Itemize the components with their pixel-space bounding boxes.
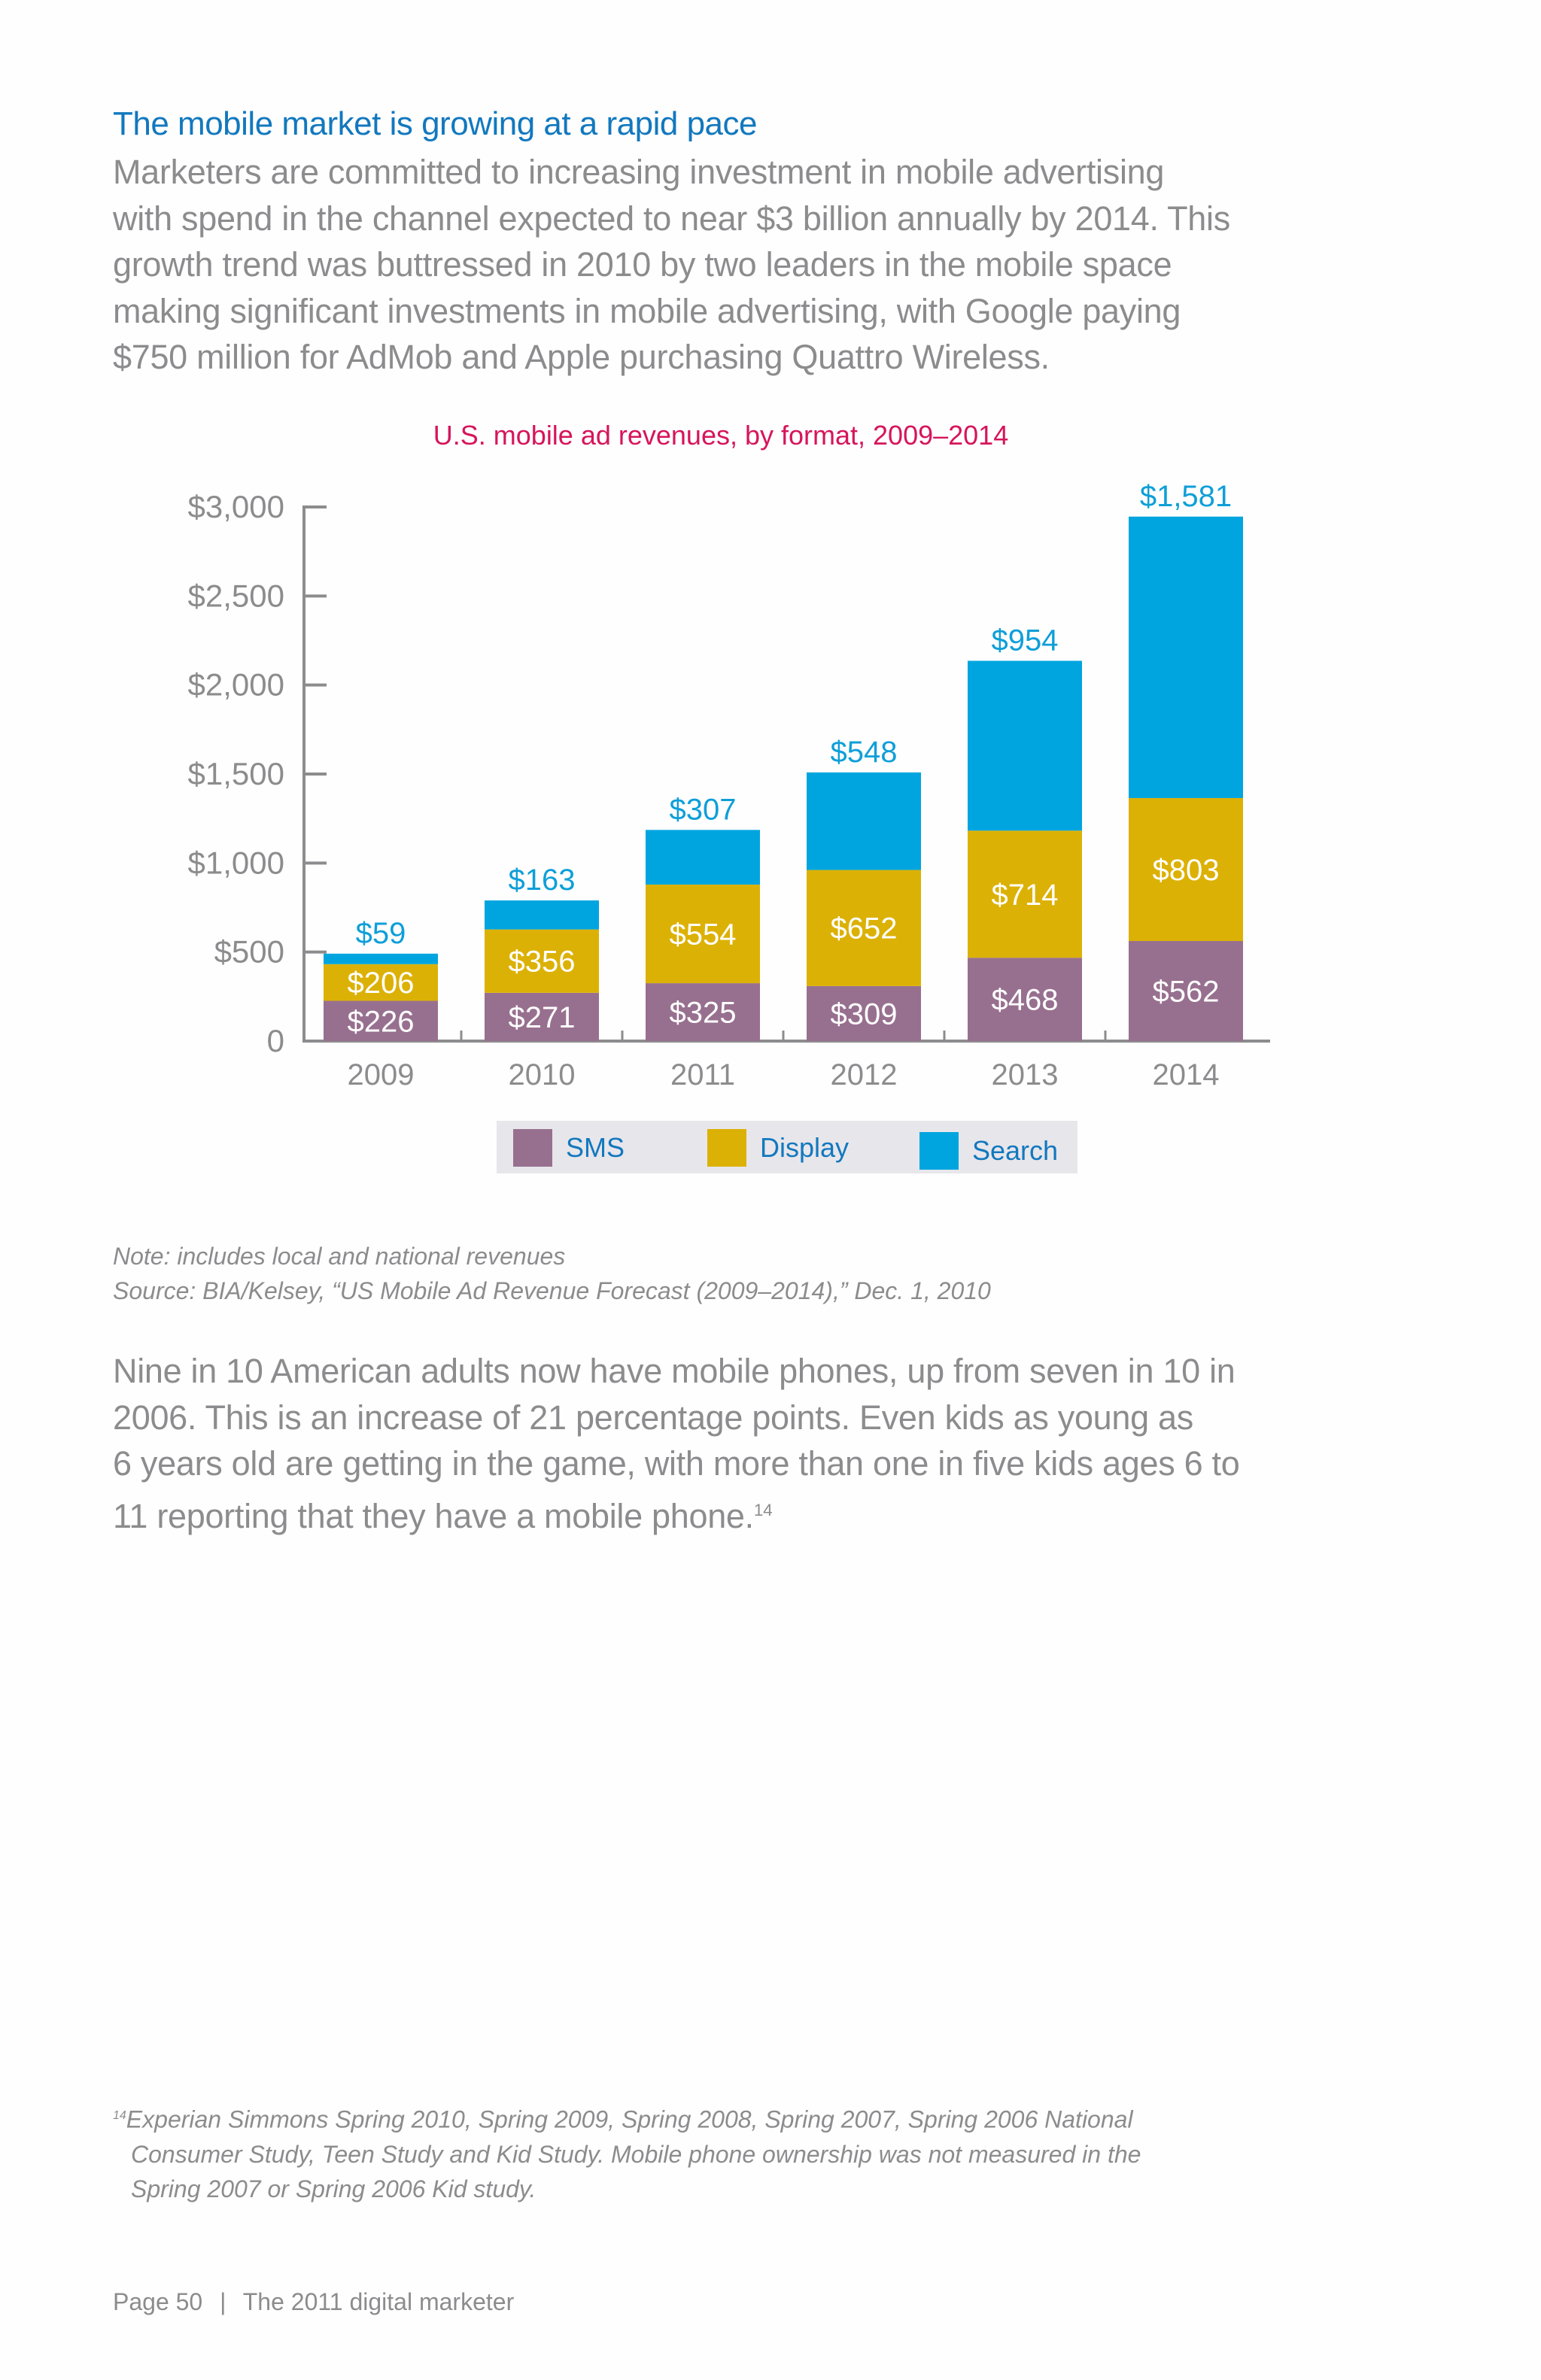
legend-swatch-display	[707, 1129, 746, 1167]
legend-swatch-sms	[513, 1129, 552, 1167]
body-paragraph: Nine in 10 American adults now have mobi…	[113, 1348, 1240, 1539]
body-line: 11 reporting that they have a mobile pho…	[113, 1496, 773, 1535]
x-tick-label: 2014	[1153, 1058, 1220, 1091]
y-tick-label: $2,500	[188, 578, 284, 613]
data-label-display: $356	[509, 946, 576, 979]
data-label-search: $163	[509, 864, 576, 897]
body-line: 2006. This is an increase of 21 percenta…	[113, 1398, 1193, 1437]
bar-segment-search	[968, 660, 1082, 831]
bar-segment-sms	[324, 1000, 438, 1041]
body-line: 6 years old are getting in the game, wit…	[113, 1444, 1240, 1483]
bar-segment-sms	[968, 958, 1082, 1041]
data-label-sms: $271	[509, 1001, 576, 1034]
x-tick-label: 2013	[992, 1058, 1059, 1091]
data-label-search: $59	[356, 917, 406, 950]
x-tick-label: 2011	[670, 1058, 735, 1091]
data-label-sms: $468	[992, 984, 1059, 1017]
bar-segment-search	[1129, 516, 1243, 798]
data-label-display: $803	[1153, 854, 1220, 887]
footnote-line: Experian Simmons Spring 2010, Spring 200…	[126, 2105, 1133, 2133]
y-tick-label: $1,500	[188, 756, 284, 791]
y-tick-label: $2,000	[188, 667, 284, 703]
data-label-sms: $562	[1153, 975, 1220, 1008]
footer-separator: |	[220, 2288, 226, 2315]
bar-segment-display	[485, 929, 599, 993]
footnote-reference: 14	[753, 1500, 773, 1519]
x-tick-label: 2010	[509, 1058, 576, 1091]
y-tick-label: 0	[267, 1023, 284, 1058]
bar-segment-sms	[807, 985, 921, 1041]
data-label-sms: $325	[670, 997, 737, 1030]
legend-item-sms: SMS	[513, 1129, 625, 1167]
data-label-display: $714	[992, 879, 1059, 912]
intro-line: Marketers are committed to increasing in…	[113, 153, 1165, 191]
bar-segment-display	[807, 870, 921, 986]
stacked-bar-chart: 0 $500 $1,000 $1,500 $2,000 $2,500 $3,000 $226 $…	[188, 480, 1270, 1091]
bar-segment-search	[807, 772, 921, 870]
intro-line: growth trend was buttressed in 2010 by t…	[113, 245, 1172, 284]
bar-segment-sms	[646, 983, 760, 1041]
publication-title: The 2011 digital marketer	[242, 2288, 515, 2315]
y-tick-label: $1,000	[188, 845, 284, 880]
page-number: Page 50	[113, 2288, 203, 2315]
intro-paragraph: Marketers are committed to increasing in…	[113, 149, 1230, 381]
legend-label: Display	[760, 1132, 850, 1163]
chart-title: U.S. mobile ad revenues, by format, 2009…	[433, 420, 1009, 451]
footnote-marker: 14	[113, 2109, 126, 2122]
bar-segment-sms	[485, 992, 599, 1041]
x-tick-label: 2012	[831, 1058, 898, 1091]
legend-swatch-search	[919, 1132, 959, 1170]
bar-segment-search	[485, 900, 599, 930]
legend-label: SMS	[566, 1132, 625, 1163]
bar-segment-display	[968, 830, 1082, 958]
intro-line: $750 million for AdMob and Apple purchas…	[113, 338, 1050, 376]
data-label-search: $307	[670, 793, 737, 826]
data-label-sms: $226	[348, 1005, 415, 1038]
bar-segment-search	[646, 830, 760, 885]
data-label-search: $1,581	[1140, 480, 1232, 513]
data-label-search: $548	[831, 736, 898, 769]
legend-item-display: Display	[707, 1129, 850, 1167]
chart-legend: SMS Display Search	[497, 1121, 1077, 1173]
data-label-display: $206	[348, 967, 415, 1000]
section-heading: The mobile market is growing at a rapid …	[113, 105, 757, 142]
footnote-line: Consumer Study, Teen Study and Kid Study…	[131, 2140, 1141, 2168]
legend-label: Search	[972, 1135, 1059, 1166]
legend-item-search: Search	[919, 1132, 1059, 1170]
data-label-search: $954	[992, 624, 1059, 657]
footnote: 14Experian Simmons Spring 2010, Spring 2…	[113, 2099, 1141, 2206]
bar-segment-display	[646, 884, 760, 984]
body-line: Nine in 10 American adults now have mobi…	[113, 1352, 1236, 1390]
y-tick-label: $3,000	[188, 489, 284, 524]
bar-segment-search	[324, 953, 438, 964]
footnote-line: Spring 2007 or Spring 2006 Kid study.	[131, 2175, 536, 2202]
intro-line: making significant investments in mobile…	[113, 291, 1181, 330]
y-tick-label: $500	[214, 934, 284, 970]
page-footer: Page 50 | The 2011 digital marketer	[113, 2288, 514, 2316]
bar-segment-sms	[1129, 940, 1243, 1041]
bar-segment-display	[324, 964, 438, 1001]
x-tick-label: 2009	[348, 1058, 415, 1091]
chart-note: Note: includes local and national revenu…	[113, 1243, 566, 1270]
data-label-sms: $309	[831, 997, 898, 1031]
chart-source: Source: BIA/Kelsey, “US Mobile Ad Revenu…	[113, 1277, 991, 1304]
intro-line: with spend in the channel expected to ne…	[113, 199, 1230, 238]
data-label-display: $554	[670, 918, 737, 952]
bar-segment-display	[1129, 797, 1243, 941]
data-label-display: $652	[831, 912, 898, 946]
